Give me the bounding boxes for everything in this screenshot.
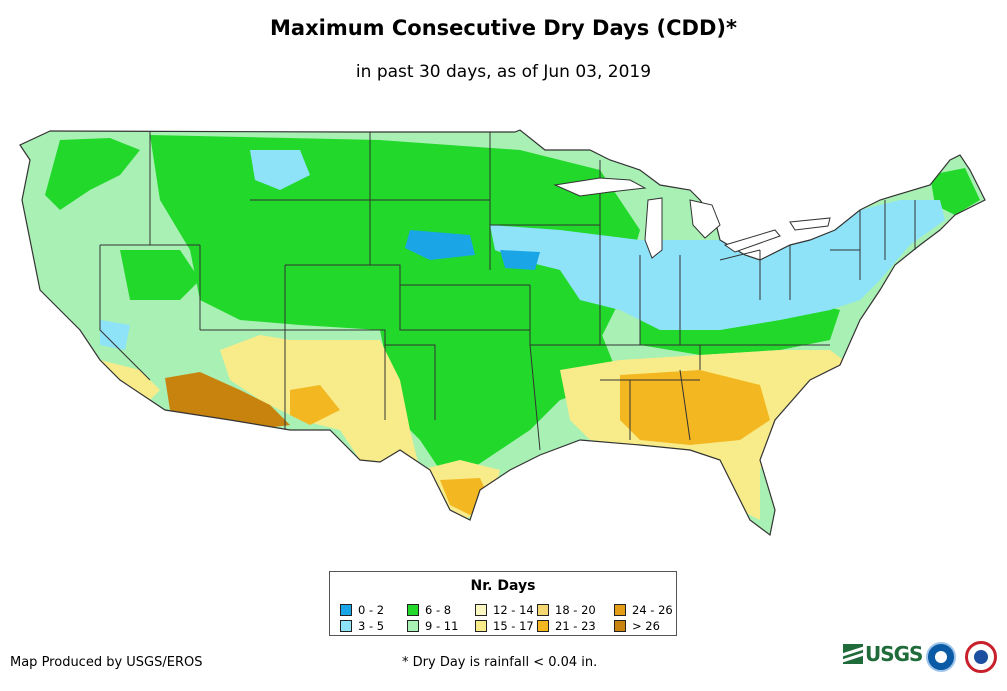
lake-huron xyxy=(689,199,721,239)
legend-item: 18 - 20 xyxy=(537,603,596,617)
legend-swatch xyxy=(614,604,626,616)
legend: Nr. Days 0 - 2 3 - 5 6 - 8 9 - 11 12 - 14 15 … xyxy=(329,571,677,636)
legend-label: 15 - 17 xyxy=(493,619,534,633)
zone-northwest-green xyxy=(45,138,140,210)
zone-great-basin-blue xyxy=(100,320,130,350)
zone-northern-plains-green xyxy=(150,135,640,360)
legend-swatch xyxy=(340,620,352,632)
zone-midwest-blue xyxy=(490,200,945,330)
map-footnote: * Dry Day is rainfall < 0.04 in. xyxy=(402,655,598,670)
legend-label: 24 - 26 xyxy=(632,603,673,617)
legend-item: 6 - 8 xyxy=(407,603,451,617)
lake-ontario xyxy=(789,217,831,231)
legend-label: > 26 xyxy=(632,619,660,633)
legend-label: 6 - 8 xyxy=(425,603,452,617)
legend-swatch xyxy=(614,620,626,632)
map-subtitle: in past 30 days, as of Jun 03, 2019 xyxy=(355,62,652,82)
legend-swatch xyxy=(537,604,549,616)
noaa-logo-icon xyxy=(926,642,956,672)
zone-iowa-dark-blue xyxy=(500,250,540,270)
legend-swatch xyxy=(407,620,419,632)
zone-mountain-west-green xyxy=(120,250,200,300)
zone-new-mexico-orange xyxy=(290,385,340,425)
usgs-logo: USGS xyxy=(843,642,923,666)
legend-swatch xyxy=(475,604,487,616)
usgs-wave-icon xyxy=(843,644,863,664)
great-lakes xyxy=(553,177,831,259)
map-title: Maximum Consecutive Dry Days (CDD)* xyxy=(270,16,737,40)
nws-logo-icon xyxy=(965,641,997,673)
legend-label: 12 - 14 xyxy=(493,603,534,617)
legend-item: 24 - 26 xyxy=(614,603,673,617)
lake-erie xyxy=(723,229,781,253)
legend-item: 9 - 11 xyxy=(407,619,458,633)
legend-title: Nr. Days xyxy=(470,578,536,594)
legend-label: 0 - 2 xyxy=(358,603,385,617)
legend-label: 3 - 5 xyxy=(358,619,385,633)
legend-swatch xyxy=(407,604,419,616)
legend-item: 15 - 17 xyxy=(475,619,534,633)
legend-swatch xyxy=(340,604,352,616)
zone-texas-orange xyxy=(440,478,490,515)
zone-nebraska-dark-blue xyxy=(405,230,475,260)
conus-cdd-map xyxy=(19,129,986,537)
zone-georgia-orange xyxy=(620,370,770,445)
zone-southern-plains-green xyxy=(380,330,620,470)
lake-michigan xyxy=(644,197,663,259)
legend-item: 0 - 2 xyxy=(340,603,384,617)
zone-california-yellow xyxy=(100,360,160,400)
legend-item: 3 - 5 xyxy=(340,619,384,633)
lake-superior xyxy=(553,177,647,197)
legend-label: 18 - 20 xyxy=(555,603,596,617)
legend-item: 12 - 14 xyxy=(475,603,534,617)
map-credit: Map Produced by USGS/EROS xyxy=(10,655,203,670)
zone-western-blue xyxy=(250,150,310,190)
legend-swatch xyxy=(537,620,549,632)
usgs-logo-text: USGS xyxy=(865,642,923,666)
legend-label: 21 - 23 xyxy=(555,619,596,633)
zone-northeast-green xyxy=(930,168,980,215)
legend-label: 9 - 11 xyxy=(425,619,459,633)
legend-swatch xyxy=(475,620,487,632)
legend-item: 21 - 23 xyxy=(537,619,596,633)
legend-item: > 26 xyxy=(614,619,660,633)
